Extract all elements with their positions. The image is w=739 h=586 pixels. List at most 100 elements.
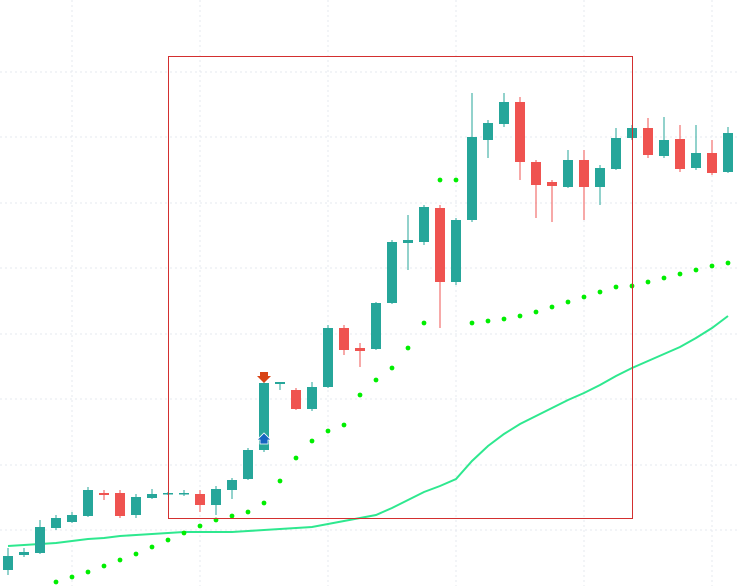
- candle: [371, 302, 381, 350]
- candle: [707, 140, 717, 175]
- candle-body: [339, 328, 349, 350]
- candle: [643, 118, 653, 158]
- sar-dot: [533, 309, 539, 315]
- sar-dot: [661, 275, 667, 281]
- candle: [611, 128, 621, 170]
- candle-body: [451, 220, 461, 282]
- candle-body: [483, 123, 493, 140]
- candle-body: [51, 518, 61, 528]
- candle: [515, 97, 525, 180]
- sar-dot: [293, 455, 299, 461]
- candle: [83, 487, 93, 517]
- candle: [291, 388, 301, 410]
- sar-dot: [53, 579, 59, 585]
- candle: [147, 489, 157, 499]
- candle: [451, 218, 461, 285]
- candle-body: [435, 208, 445, 282]
- candle-body: [723, 133, 733, 172]
- sar-dot: [69, 574, 75, 580]
- sar-dot: [117, 557, 123, 563]
- candle-body: [195, 494, 205, 505]
- sar-dot: [613, 284, 619, 290]
- sar-dot: [325, 428, 331, 434]
- candle-body: [467, 137, 477, 220]
- candle: [467, 93, 477, 222]
- sar-dot: [149, 544, 155, 550]
- candle-body: [35, 527, 45, 553]
- candle: [499, 93, 509, 127]
- sar-dot: [405, 345, 411, 351]
- candle-body: [419, 207, 429, 242]
- candle: [675, 125, 685, 172]
- candle: [179, 490, 189, 496]
- sar-dot: [277, 478, 283, 484]
- candle-body: [643, 128, 653, 155]
- candle: [483, 120, 493, 158]
- candle: [691, 125, 701, 170]
- sar-dot: [229, 513, 235, 519]
- candle-body: [211, 489, 221, 505]
- candle-body: [131, 497, 141, 515]
- candle: [403, 215, 413, 270]
- sar-dot: [469, 320, 475, 326]
- candle-body: [595, 168, 605, 187]
- sar-dot: [709, 263, 715, 269]
- candle-body: [243, 450, 253, 479]
- sar-dot: [453, 177, 459, 183]
- moving-average-line: [7, 315, 729, 547]
- candle-body: [707, 153, 717, 173]
- sar-dot: [517, 313, 523, 319]
- sar-dot: [357, 392, 363, 398]
- candle: [51, 515, 61, 530]
- sar-dot: [373, 377, 379, 383]
- sar-dot: [581, 294, 587, 300]
- sar-dot: [245, 509, 251, 515]
- candle-body: [659, 140, 669, 156]
- candle-body: [499, 102, 509, 124]
- sar-dot: [725, 260, 731, 266]
- candle: [723, 127, 733, 173]
- sar-dot: [181, 530, 187, 536]
- candle: [275, 382, 285, 390]
- candle-body: [83, 490, 93, 516]
- sar-dot: [165, 537, 171, 543]
- candle-body: [179, 493, 189, 495]
- sar-dot: [421, 320, 427, 326]
- candle-body: [259, 383, 269, 450]
- candle-body: [275, 382, 285, 384]
- candle: [579, 150, 589, 220]
- buy-arrow: [256, 432, 272, 445]
- candle-body: [579, 160, 589, 187]
- candle-body: [403, 240, 413, 243]
- candle: [115, 490, 125, 518]
- sar-dot: [485, 318, 491, 324]
- candle: [131, 494, 141, 518]
- candle: [323, 325, 333, 388]
- candle-body: [355, 348, 365, 351]
- sar-dot: [597, 289, 603, 295]
- sar-dot: [197, 523, 203, 529]
- candle-body: [307, 387, 317, 409]
- candle: [419, 205, 429, 245]
- selection-box: [168, 56, 633, 519]
- plot-area: [3, 93, 733, 585]
- sar-dot: [133, 551, 139, 557]
- candle-body: [387, 242, 397, 303]
- candle: [307, 382, 317, 411]
- candle-body: [675, 139, 685, 169]
- candle: [211, 486, 221, 515]
- candle: [3, 548, 13, 575]
- sar-dot: [645, 279, 651, 285]
- sar-dot: [677, 271, 683, 277]
- candle-body: [67, 515, 77, 522]
- candle-body: [115, 493, 125, 516]
- candle: [659, 117, 669, 158]
- sar-dot: [389, 365, 395, 371]
- sar-dot: [549, 304, 555, 310]
- candle-body: [547, 182, 557, 186]
- candle-body: [563, 160, 573, 187]
- candle: [99, 490, 109, 500]
- candle-body: [371, 303, 381, 349]
